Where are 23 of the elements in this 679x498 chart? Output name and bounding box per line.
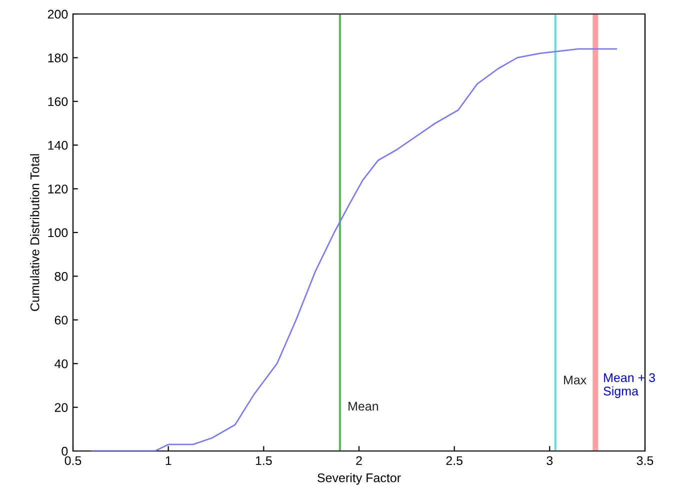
y-tick-label: 120 — [48, 184, 68, 194]
x-tick-label: 2.5 — [446, 456, 462, 466]
ref-line-label: Max — [564, 376, 586, 384]
y-tick-label: 140 — [48, 140, 68, 150]
x-tick-label: 3.5 — [636, 456, 654, 466]
ref-line-label: Mean + 3 Sigma — [604, 373, 655, 398]
x-tick-label: 1 — [166, 456, 172, 465]
x-tick-label: 0.5 — [64, 456, 82, 466]
x-tick-label: 1.5 — [256, 456, 272, 466]
y-tick-label: 200 — [48, 10, 68, 19]
ref-line-label: Mean — [348, 402, 378, 411]
y-axis-title: Cumulative Distribution Total — [30, 154, 40, 311]
y-tick-label: 60 — [54, 316, 68, 325]
y-tick-label: 180 — [48, 54, 68, 62]
x-axis-title: Severity Factor — [318, 473, 401, 485]
y-tick-label: 160 — [48, 97, 68, 106]
x-tick-label: 3 — [546, 456, 553, 466]
y-tick-label: 80 — [54, 272, 68, 281]
y-tick-label: 20 — [54, 403, 68, 412]
x-tick-label: 2 — [356, 456, 362, 465]
y-tick-label: 0 — [62, 446, 68, 456]
y-tick-label: 40 — [54, 359, 68, 368]
y-tick-label: 100 — [48, 228, 68, 238]
